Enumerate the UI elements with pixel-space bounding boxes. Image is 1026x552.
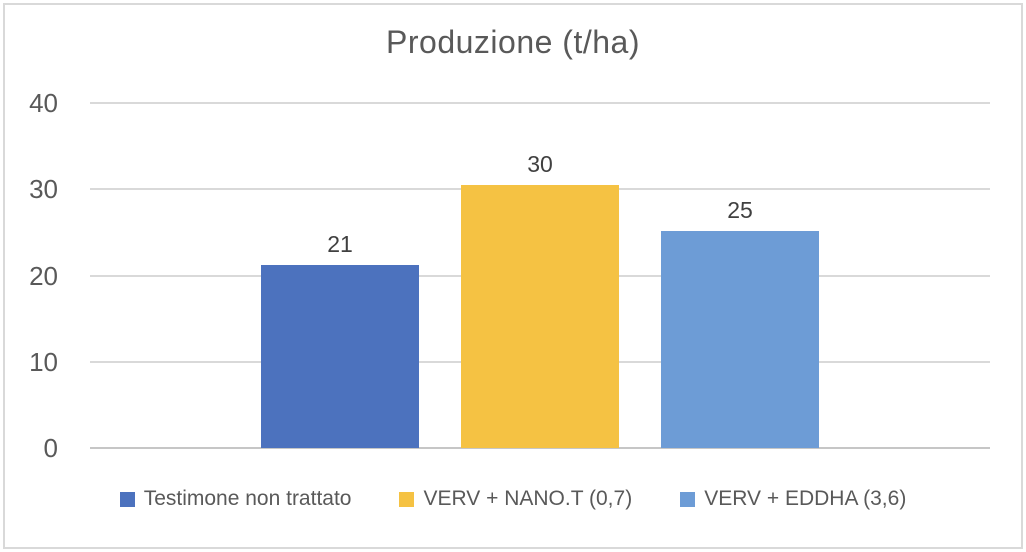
y-tick-label: 40 [29,88,58,118]
bar-data-label: 30 [527,150,553,177]
legend-swatch-icon [119,491,135,507]
legend-item-2: VERV + NANO.T (0,7) [399,487,632,511]
x-axis-line [90,447,990,449]
chart-title: Produzione (t/ha) [386,24,640,60]
bar-series-3 [661,230,819,448]
gridline [90,102,990,104]
bar-series-1 [261,265,419,448]
y-tick-label: 30 [29,174,58,205]
legend-swatch-icon [680,491,696,507]
legend-label: VERV + NANO.T (0,7) [423,487,633,510]
bar-data-label: 21 [327,231,353,258]
y-tick-label: 20 [29,260,58,291]
legend-label: VERV + EDDHA (3,6) [704,487,907,510]
y-tick-label: 0 [43,433,58,463]
y-tick-label: 10 [29,346,58,377]
legend-swatch-icon [399,491,415,507]
legend: Testimone non trattato VERV + NANO.T (0,7… [0,487,1026,511]
legend-item-1: Testimone non trattato [119,487,352,511]
bar-data-label: 25 [727,196,753,223]
plot-area: 21 30 25 [90,102,990,449]
legend-label: Testimone non trattato [143,487,352,510]
legend-item-3: VERV + EDDHA (3,6) [680,487,906,511]
bar-series-2 [461,184,619,448]
